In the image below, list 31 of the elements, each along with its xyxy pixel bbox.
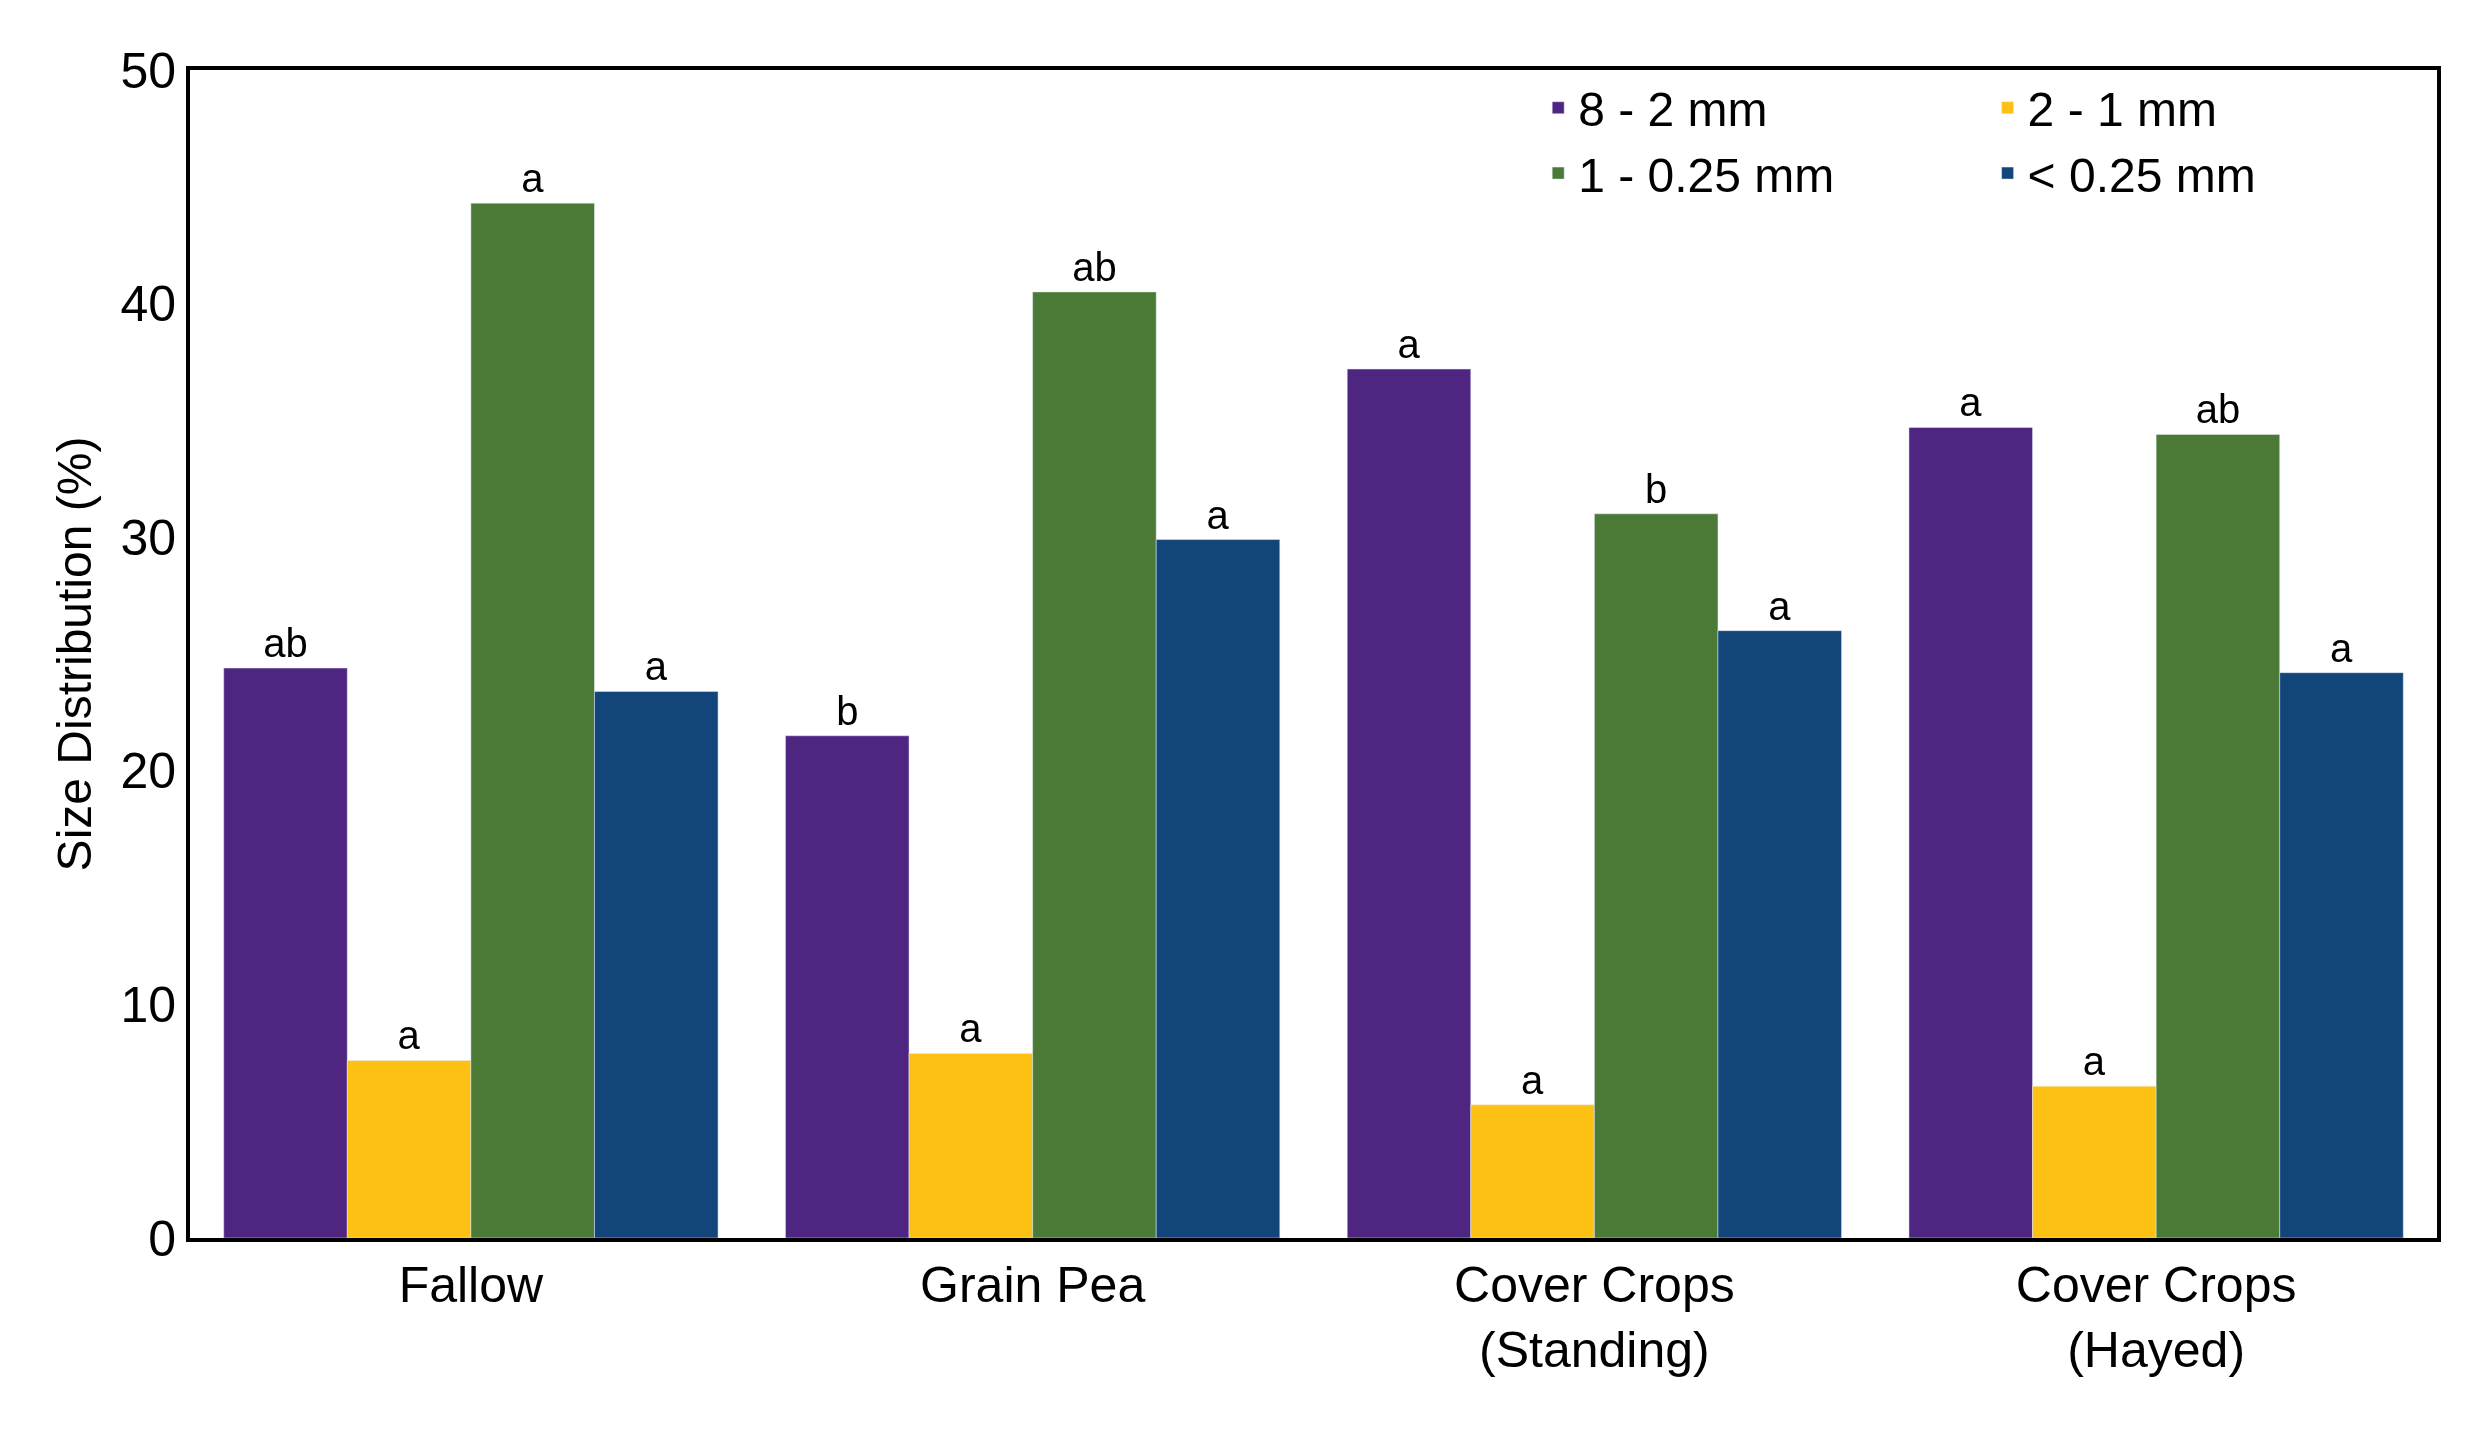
y-tick-label: 20 (120, 743, 176, 800)
data-label: a (1397, 322, 1421, 367)
x-tick-label: Cover Crops (Hayed) (2015, 1257, 2297, 1378)
data-label: b (1645, 466, 1668, 511)
data-label: ab (263, 621, 308, 666)
x-tick-label: Fallow (398, 1257, 545, 1313)
legend-label: < 0.25 mm (2027, 148, 2256, 202)
legend-label: 2 - 1 mm (2027, 83, 2217, 137)
x-tick-label: Cover Crops (Standing) (1454, 1257, 1735, 1378)
x-tick-label: Grain Pea (920, 1257, 1146, 1313)
data-label: a (1959, 380, 1983, 425)
data-label: a (521, 156, 545, 201)
y-tick-label: 30 (120, 509, 176, 566)
legend-label: 8 - 2 mm (1578, 83, 1768, 137)
data-label: ab (2195, 387, 2241, 432)
y-tick-label: 40 (120, 276, 176, 333)
y-tick-label: 0 (148, 1210, 176, 1267)
data-label: ab (1072, 244, 1117, 289)
data-label: a (397, 1013, 421, 1058)
data-label: a (2330, 625, 2353, 670)
data-label: a (644, 644, 668, 689)
data-label: a (1768, 583, 1792, 628)
legend-label: 1 - 0.25 mm (1578, 148, 1835, 202)
data-label: a (1206, 492, 1230, 537)
data-label: a (2082, 1039, 2106, 1084)
data-label: a (959, 1006, 983, 1051)
data-label: a (1521, 1057, 1545, 1102)
y-axis-title: Size Distribution (%) (47, 436, 101, 872)
data-label: b (836, 688, 859, 733)
y-tick-label: 10 (120, 976, 176, 1033)
y-tick-label: 50 (120, 42, 176, 99)
